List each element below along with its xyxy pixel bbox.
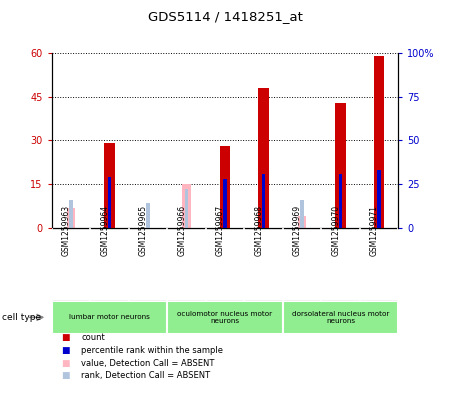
Bar: [104, 143, 115, 228]
Text: GSM1259970: GSM1259970: [332, 205, 341, 256]
Bar: [335, 103, 346, 228]
Text: GSM1259966: GSM1259966: [177, 205, 186, 256]
Bar: [258, 88, 269, 228]
Text: ■: ■: [61, 371, 69, 380]
Text: value, Detection Call = ABSENT: value, Detection Call = ABSENT: [81, 359, 214, 368]
Bar: [338, 174, 342, 228]
Text: count: count: [81, 334, 105, 342]
Text: ■: ■: [61, 359, 69, 368]
Text: cell type: cell type: [2, 313, 41, 322]
Bar: [283, 301, 398, 334]
Bar: [69, 200, 73, 228]
Text: GSM1259963: GSM1259963: [62, 205, 71, 256]
Text: GSM1259969: GSM1259969: [293, 205, 302, 256]
Bar: [182, 184, 191, 228]
Bar: [261, 174, 266, 228]
Bar: [223, 179, 227, 228]
Bar: [108, 177, 112, 228]
Bar: [146, 204, 150, 228]
Text: lumbar motor neurons: lumbar motor neurons: [69, 314, 150, 320]
Bar: [105, 216, 114, 228]
Bar: [220, 146, 230, 228]
Text: ■: ■: [61, 334, 69, 342]
Text: percentile rank within the sample: percentile rank within the sample: [81, 346, 223, 355]
Text: GSM1259965: GSM1259965: [139, 205, 148, 256]
Text: rank, Detection Call = ABSENT: rank, Detection Call = ABSENT: [81, 371, 210, 380]
Bar: [167, 301, 283, 334]
Text: ■: ■: [61, 346, 69, 355]
Bar: [300, 200, 304, 228]
Text: GSM1259968: GSM1259968: [255, 205, 264, 255]
Text: GDS5114 / 1418251_at: GDS5114 / 1418251_at: [148, 10, 302, 23]
Text: GSM1259967: GSM1259967: [216, 205, 225, 256]
Bar: [184, 189, 189, 228]
Text: GSM1259971: GSM1259971: [370, 205, 379, 255]
Bar: [374, 56, 384, 228]
Bar: [52, 301, 167, 334]
Bar: [298, 216, 306, 228]
Text: oculomotor nucleus motor
neurons: oculomotor nucleus motor neurons: [177, 311, 273, 324]
Text: dorsolateral nucleus motor
neurons: dorsolateral nucleus motor neurons: [292, 311, 389, 324]
Text: GSM1259964: GSM1259964: [100, 205, 109, 256]
Bar: [67, 208, 75, 228]
Bar: [377, 170, 381, 228]
